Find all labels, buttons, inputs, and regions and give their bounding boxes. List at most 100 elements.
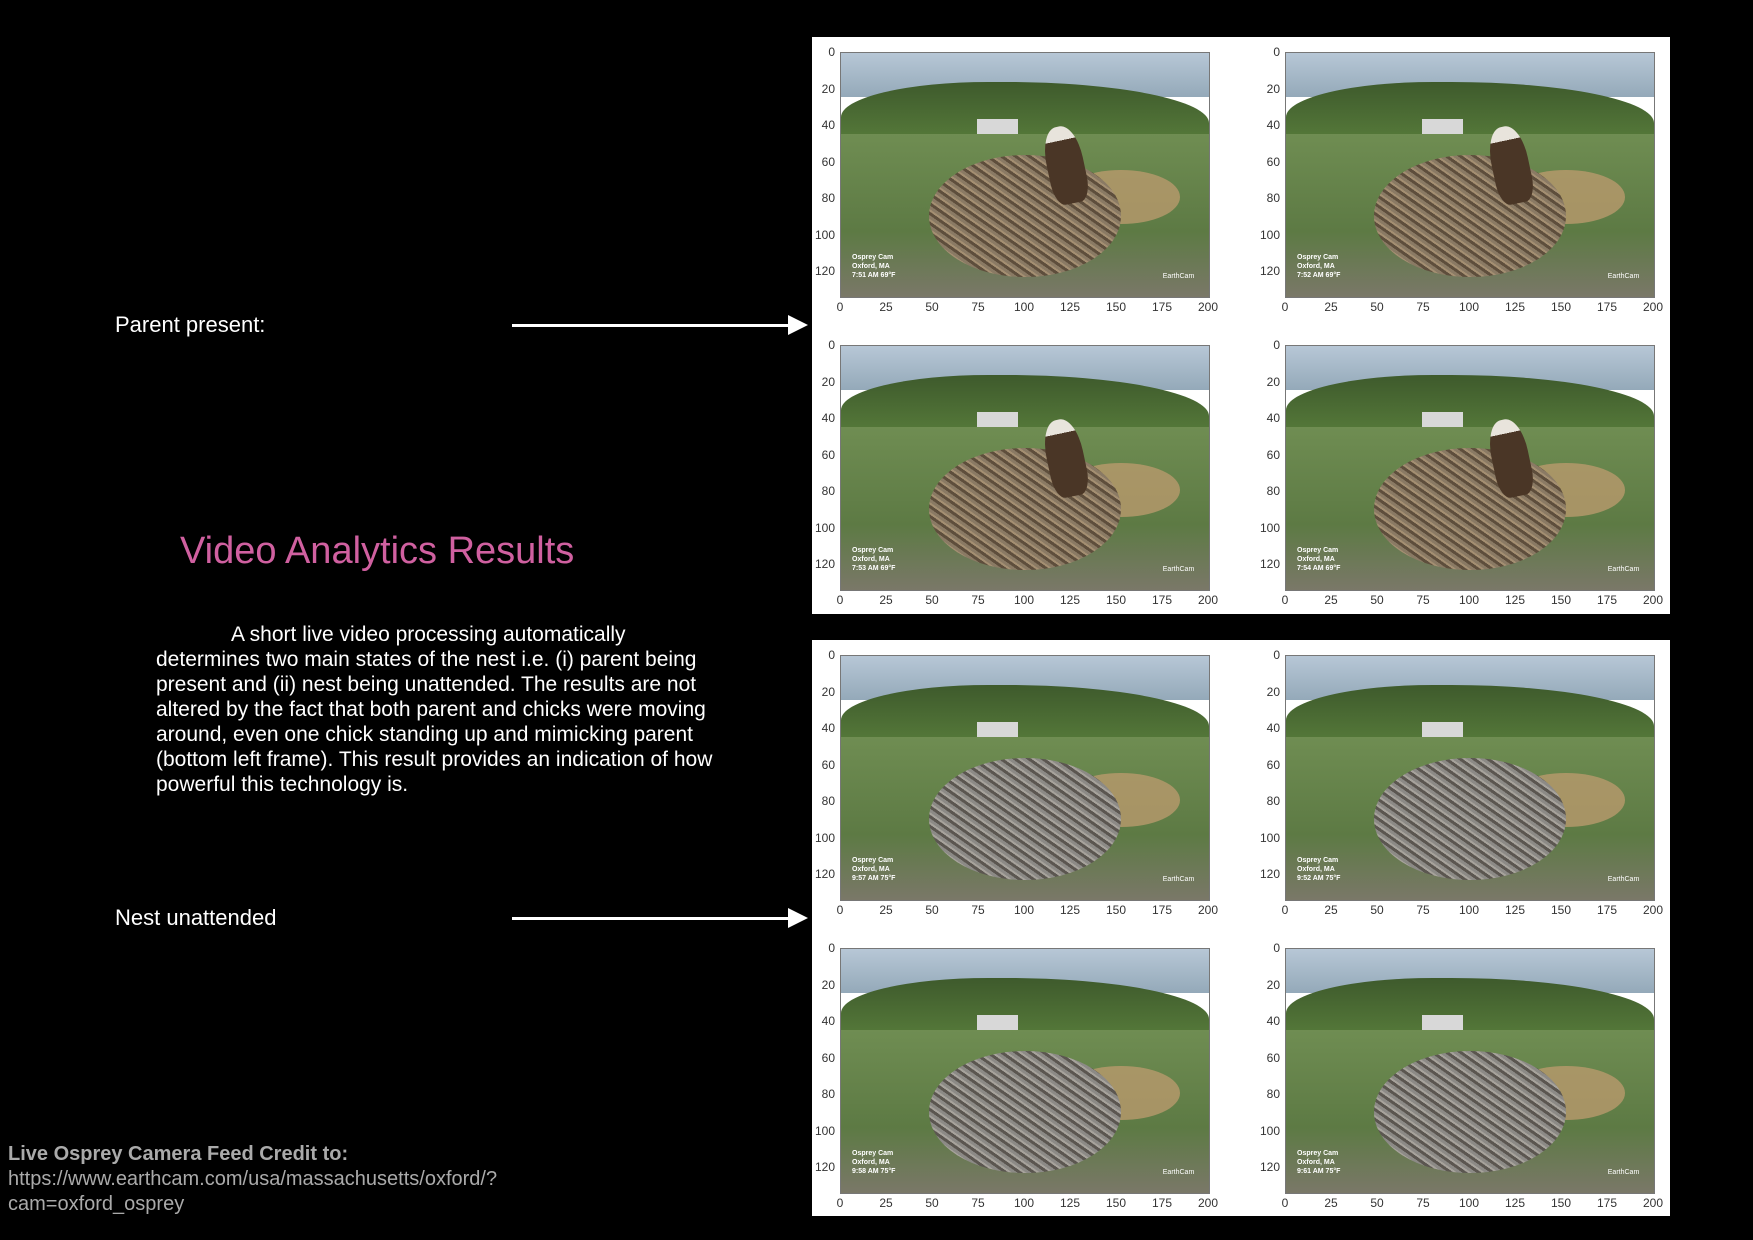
x-tick-label: 175 (1596, 1196, 1618, 1210)
x-tick-label: 100 (1458, 1196, 1480, 1210)
x-tick-label: 25 (879, 300, 893, 314)
y-tick-label: 80 (821, 794, 835, 808)
x-tick-label: 150 (1550, 1196, 1572, 1210)
y-tick-label: 0 (828, 941, 835, 955)
x-tick-label: 50 (1370, 593, 1384, 607)
y-tick-label: 100 (814, 520, 835, 535)
x-tick-label: 125 (1059, 1196, 1081, 1210)
x-tick-label: 25 (1324, 593, 1338, 607)
x-tick-label: 150 (1105, 903, 1127, 917)
y-tick-label: 40 (821, 1014, 835, 1028)
y-tick-label: 120 (814, 1160, 835, 1174)
y-tick-label: 0 (1273, 648, 1280, 662)
y-tick-label: 100 (1259, 830, 1280, 845)
x-tick-label: 200 (1197, 300, 1219, 314)
osprey-camera-frame: Osprey Cam Oxford, MA 9:57 AM 75°F EarthCam (840, 655, 1210, 901)
x-tick-label: 175 (1151, 903, 1173, 917)
earthcam-logo: EarthCam (1607, 1168, 1640, 1176)
x-tick-label: 125 (1059, 300, 1081, 314)
y-tick-label: 20 (1266, 977, 1280, 992)
x-tick-label: 175 (1596, 300, 1618, 314)
y-tick-label: 120 (814, 867, 835, 881)
nest-unattended-arrow (512, 908, 808, 928)
x-tick-label: 0 (1281, 1196, 1289, 1210)
y-tick-label: 40 (821, 721, 835, 735)
x-tick-label: 50 (925, 903, 939, 917)
y-tick-label: 20 (821, 81, 835, 96)
y-tick-label: 120 (1259, 867, 1280, 881)
earthcam-logo: EarthCam (1162, 272, 1195, 280)
y-tick-label: 40 (821, 411, 835, 425)
y-tick-label: 100 (1259, 520, 1280, 535)
x-tick-label: 100 (1013, 300, 1035, 314)
x-tick-label: 100 (1013, 1196, 1035, 1210)
y-tick-label: 0 (1273, 941, 1280, 955)
earthcam-logo: EarthCam (1607, 272, 1640, 280)
x-tick-label: 75 (971, 300, 985, 314)
x-tick-label: 200 (1642, 300, 1664, 314)
y-tick-label: 60 (1266, 154, 1280, 169)
nest-unattended-panel: 0 20 40 60 80 100 120 0 25 50 75 100 125 150 175 200 Osp… (812, 640, 1670, 1216)
osprey-camera-frame: Osprey Cam Oxford, MA 7:51 AM 69°F EarthCam (840, 52, 1210, 298)
y-tick-label: 40 (1266, 721, 1280, 735)
x-tick-label: 75 (1416, 300, 1430, 314)
x-tick-label: 150 (1105, 300, 1127, 314)
osprey-camera-frame: Osprey Cam Oxford, MA 7:52 AM 69°F EarthCam (1285, 52, 1655, 298)
x-tick-label: 125 (1504, 300, 1526, 314)
x-tick-label: 75 (971, 1196, 985, 1210)
x-tick-label: 200 (1642, 593, 1664, 607)
camera-overlay-text: Osprey Cam Oxford, MA 9:58 AM 75°F (852, 1149, 896, 1175)
y-tick-label: 80 (1266, 484, 1280, 498)
y-tick-label: 60 (821, 757, 835, 772)
x-tick-label: 200 (1642, 1196, 1664, 1210)
camera-overlay-text: Osprey Cam Oxford, MA 9:52 AM 75°F (1297, 856, 1341, 882)
y-tick-label: 100 (814, 830, 835, 845)
y-tick-label: 40 (1266, 411, 1280, 425)
y-tick-label: 20 (821, 977, 835, 992)
y-tick-label: 60 (1266, 1050, 1280, 1065)
camera-overlay-text: Osprey Cam Oxford, MA 7:52 AM 69°F (1297, 253, 1341, 279)
x-tick-label: 25 (879, 593, 893, 607)
credit-url[interactable]: https://www.earthcam.com/usa/massachuset… (8, 1168, 498, 1215)
y-tick-label: 60 (1266, 757, 1280, 772)
x-tick-label: 150 (1550, 903, 1572, 917)
y-tick-label: 40 (821, 118, 835, 132)
x-tick-label: 150 (1550, 300, 1572, 314)
x-tick-label: 175 (1151, 300, 1173, 314)
parent-present-arrow (512, 315, 808, 335)
y-tick-label: 60 (821, 1050, 835, 1065)
camera-overlay-text: Osprey Cam Oxford, MA 7:51 AM 69°F (852, 253, 896, 279)
x-tick-label: 0 (836, 1196, 844, 1210)
x-tick-label: 200 (1197, 1196, 1219, 1210)
x-tick-label: 75 (1416, 593, 1430, 607)
earthcam-logo: EarthCam (1162, 875, 1195, 883)
osprey-camera-frame: Osprey Cam Oxford, MA 9:52 AM 75°F EarthCam (1285, 655, 1655, 901)
x-tick-label: 0 (836, 593, 844, 607)
x-tick-label: 75 (1416, 1196, 1430, 1210)
x-tick-label: 125 (1059, 593, 1081, 607)
page-title: Video Analytics Results (180, 530, 575, 572)
earthcam-logo: EarthCam (1162, 1168, 1195, 1176)
y-tick-label: 80 (1266, 191, 1280, 205)
x-tick-label: 75 (1416, 903, 1430, 917)
x-tick-label: 50 (925, 593, 939, 607)
x-tick-label: 150 (1550, 593, 1572, 607)
y-tick-label: 20 (821, 374, 835, 389)
y-tick-label: 120 (1259, 1160, 1280, 1174)
y-tick-label: 0 (828, 45, 835, 59)
y-tick-label: 60 (821, 154, 835, 169)
camera-overlay-text: Osprey Cam Oxford, MA 7:54 AM 69°F (1297, 546, 1341, 572)
y-tick-label: 60 (1266, 447, 1280, 462)
x-tick-label: 25 (1324, 1196, 1338, 1210)
description-text: A short live video processing automatica… (156, 623, 713, 796)
x-tick-label: 0 (1281, 903, 1289, 917)
x-tick-label: 100 (1013, 593, 1035, 607)
earthcam-logo: EarthCam (1607, 565, 1640, 573)
y-tick-label: 100 (814, 1123, 835, 1138)
x-tick-label: 100 (1458, 903, 1480, 917)
y-tick-label: 0 (828, 648, 835, 662)
y-tick-label: 40 (1266, 118, 1280, 132)
parent-present-label: Parent present: (115, 312, 266, 337)
x-tick-label: 200 (1197, 903, 1219, 917)
x-tick-label: 125 (1504, 593, 1526, 607)
